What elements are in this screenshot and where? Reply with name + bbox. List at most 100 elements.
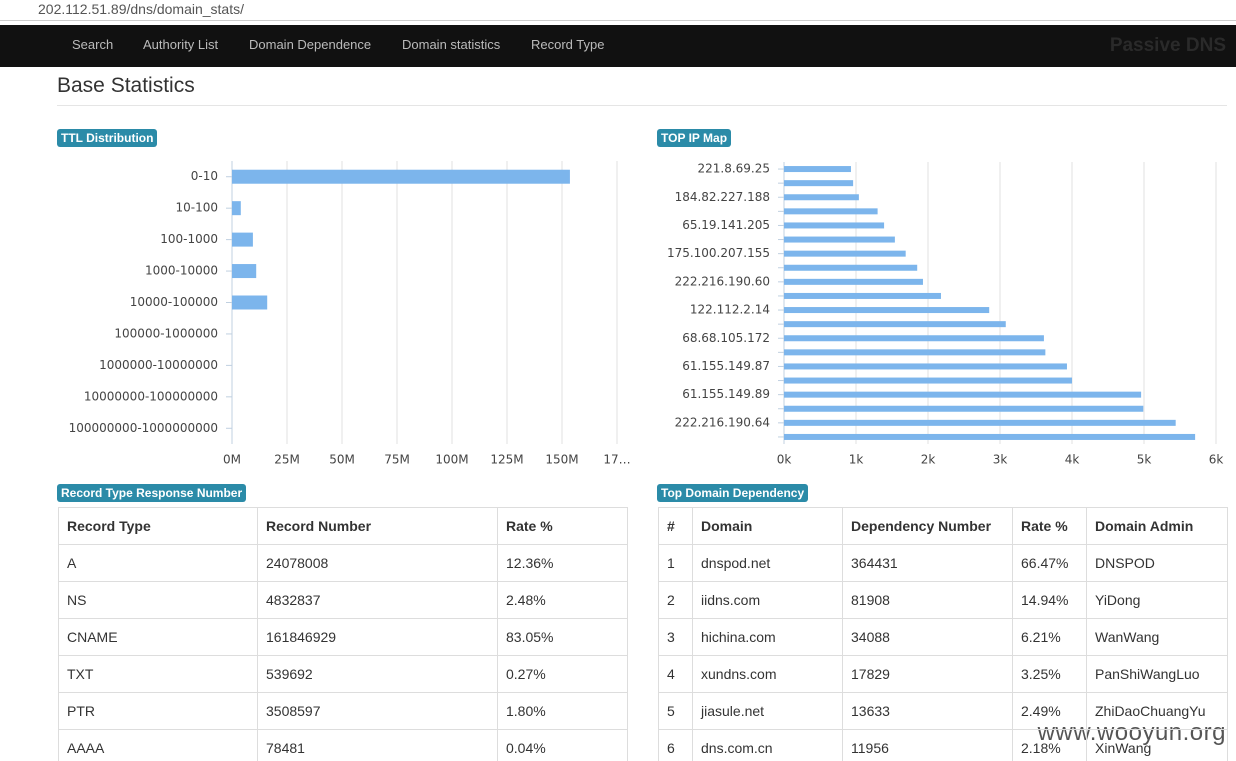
table-cell: 2.49%	[1012, 692, 1087, 730]
bar	[784, 405, 1144, 412]
bar	[784, 222, 885, 229]
y-tick-label: 100000-1000000	[114, 326, 218, 340]
table-title: Top Domain Dependency	[657, 484, 809, 502]
column-header: Domain Admin	[1086, 507, 1228, 545]
table-cell: 5	[658, 692, 693, 730]
data-table: # Domain Dependency Number Rate % Domain Adm…	[658, 507, 1228, 761]
nav-link[interactable]: Domain statistics	[402, 37, 501, 52]
x-tick-label: 125M	[490, 453, 523, 467]
bar	[232, 169, 570, 184]
page-title: Base Statistics	[57, 74, 195, 97]
address-bar	[0, 0, 1236, 21]
y-tick-label: 100-1000	[160, 232, 218, 246]
y-tick-label: 222.216.190.64	[675, 415, 770, 429]
header-row: Record Type Record Number Rate %	[58, 507, 628, 545]
table-cell: 2.18%	[1012, 729, 1087, 761]
table-cell: YiDong	[1086, 581, 1228, 619]
y-tick-label: 221.8.69.25	[697, 162, 770, 176]
table-cell: 4	[658, 655, 693, 693]
y-tick-label: 100000000-1000000000	[69, 421, 218, 435]
table-cell: 3.25%	[1012, 655, 1087, 693]
x-tick-label: 50M	[329, 453, 355, 467]
nav-link[interactable]: Record Type	[531, 37, 605, 52]
x-tick-label: 75M	[384, 453, 410, 467]
table-cell: iidns.com	[692, 581, 843, 619]
table-cell: 14.94%	[1012, 581, 1087, 619]
table-cell: hichina.com	[692, 618, 843, 656]
y-tick-label: 61.155.149.89	[682, 387, 770, 401]
bar	[784, 433, 1196, 440]
x-tick-label: 100M	[435, 453, 468, 467]
y-tick-label: 61.155.149.87	[682, 359, 770, 373]
bar	[784, 349, 1046, 356]
x-tick-label: 6k	[1209, 453, 1224, 467]
bar	[784, 278, 923, 285]
table-cell: 2	[658, 581, 693, 619]
bar	[784, 335, 1044, 342]
table-cell: 0.27%	[497, 655, 628, 693]
table-row: 5 jiasule.net 13633 2.49% ZhiDaoChuangYu	[658, 692, 1228, 730]
chart-title: TTL Distribution	[57, 129, 158, 147]
url[interactable]: 202.112.51.89/dns/domain_stats/	[38, 1, 245, 17]
header-row: # Domain Dependency Number Rate % Domain Adm…	[658, 507, 1228, 545]
column-header: Record Type	[58, 507, 258, 545]
table-cell: NS	[58, 581, 258, 619]
table-cell: 4832837	[257, 581, 498, 619]
table-cell: TXT	[58, 655, 258, 693]
table-cell: 83.05%	[497, 618, 628, 656]
table-cell: CNAME	[58, 618, 258, 656]
x-tick-label: 3k	[993, 453, 1008, 467]
table-cell: 13633	[842, 692, 1013, 730]
table-cell: 2.48%	[497, 581, 628, 619]
x-tick-label: 0k	[777, 453, 792, 467]
table-row: 1 dnspod.net 364431 66.47% DNSPOD	[658, 544, 1228, 582]
y-tick-label: 10-100	[175, 201, 218, 215]
column-header: Dependency Number	[842, 507, 1013, 545]
y-tick-label: 175.100.207.155	[667, 246, 770, 260]
bar	[784, 419, 1176, 426]
bar	[784, 377, 1072, 384]
x-tick-label: 1k	[849, 453, 864, 467]
table-cell: 6.21%	[1012, 618, 1087, 656]
nav-link[interactable]: Domain Dependence	[249, 37, 372, 52]
bar	[784, 180, 854, 187]
bar	[784, 321, 1006, 328]
table-cell: 1	[658, 544, 693, 582]
table-cell: dns.com.cn	[692, 729, 843, 761]
table-row: CNAME 161846929 83.05%	[58, 618, 628, 656]
table-cell: WanWang	[1086, 618, 1228, 656]
bar	[784, 391, 1142, 398]
table-cell: 3	[658, 618, 693, 656]
x-tick-label: 0M	[223, 453, 241, 467]
table-cell: AAAA	[58, 729, 258, 761]
brand[interactable]: Passive DNS	[1109, 35, 1226, 56]
table-cell: PanShiWangLuo	[1086, 655, 1228, 693]
table-row: TXT 539692 0.27%	[58, 655, 628, 693]
bar	[232, 264, 257, 279]
table-cell: 1.80%	[497, 692, 628, 730]
nav-link[interactable]: Search	[72, 37, 114, 52]
bar	[784, 307, 990, 314]
chart-title: TOP IP Map	[657, 129, 732, 147]
x-tick-label: 150M	[545, 453, 578, 467]
y-tick-label: 65.19.141.205	[682, 218, 770, 232]
y-tick-label: 184.82.227.188	[675, 190, 770, 204]
nav-link[interactable]: Authority List	[143, 37, 219, 52]
table-cell: 0.04%	[497, 729, 628, 761]
x-tick-label: 5k	[1137, 453, 1152, 467]
column-header: Domain	[692, 507, 843, 545]
table-title: Record Type Response Number	[57, 484, 247, 502]
y-tick-label: 10000-100000	[130, 295, 218, 309]
table-cell: 66.47%	[1012, 544, 1087, 582]
bar	[784, 166, 851, 173]
table-row: 6 dns.com.cn 11956 2.18% XinWang	[658, 729, 1228, 761]
divider	[57, 105, 1227, 106]
y-tick-label: 1000000-10000000	[99, 358, 218, 372]
table-row: NS 4832837 2.48%	[58, 581, 628, 619]
table-row: AAAA 78481 0.04%	[58, 729, 628, 761]
table-cell: dnspod.net	[692, 544, 843, 582]
bar	[232, 295, 268, 310]
x-tick-label: 2k	[921, 453, 936, 467]
y-tick-label: 0-10	[191, 169, 218, 183]
